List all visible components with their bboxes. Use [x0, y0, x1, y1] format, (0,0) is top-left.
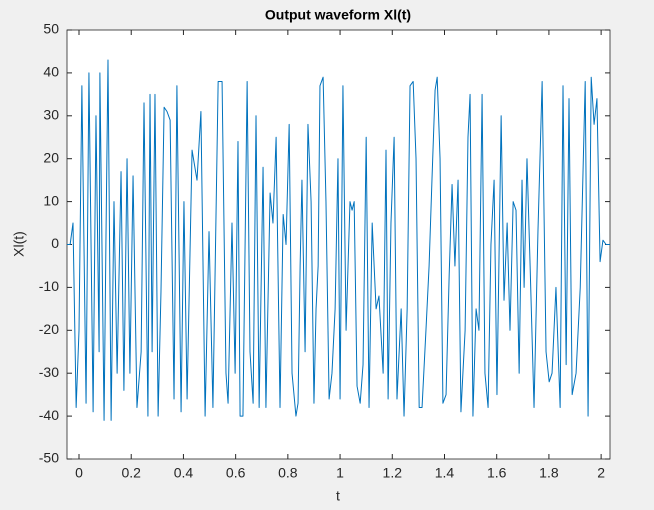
y-axis-label: Xl(t)	[11, 231, 27, 257]
x-tick-label: 1	[336, 465, 344, 481]
y-tick-label: 40	[43, 64, 59, 80]
x-tick-label: 0.2	[121, 465, 141, 481]
x-tick-label: 1.6	[487, 465, 507, 481]
y-tick-label: 30	[43, 107, 59, 123]
y-tick-label: -50	[39, 450, 59, 466]
x-tick-label: 2	[597, 465, 605, 481]
y-tick-label: 10	[43, 192, 59, 208]
y-tick-label: 0	[51, 235, 59, 251]
y-tick-label: 50	[43, 21, 59, 37]
y-tick-label: -30	[39, 364, 59, 380]
x-tick-label: 0.6	[226, 465, 246, 481]
y-tick-label: -40	[39, 407, 59, 423]
x-axis-label: t	[336, 488, 340, 504]
x-tick-label: 1.8	[539, 465, 559, 481]
x-tick-label: 0.8	[278, 465, 298, 481]
y-tick-label: -20	[39, 321, 59, 337]
x-tick-label: 0.4	[174, 465, 194, 481]
y-tick-label: -10	[39, 278, 59, 294]
chart-title: Output waveform Xl(t)	[265, 7, 411, 23]
waveform-line	[67, 59, 610, 421]
x-tick-label: 0	[75, 465, 83, 481]
x-tick-label: 1.2	[383, 465, 403, 481]
y-tick-label: 20	[43, 149, 59, 165]
x-tick-label: 1.4	[435, 465, 455, 481]
